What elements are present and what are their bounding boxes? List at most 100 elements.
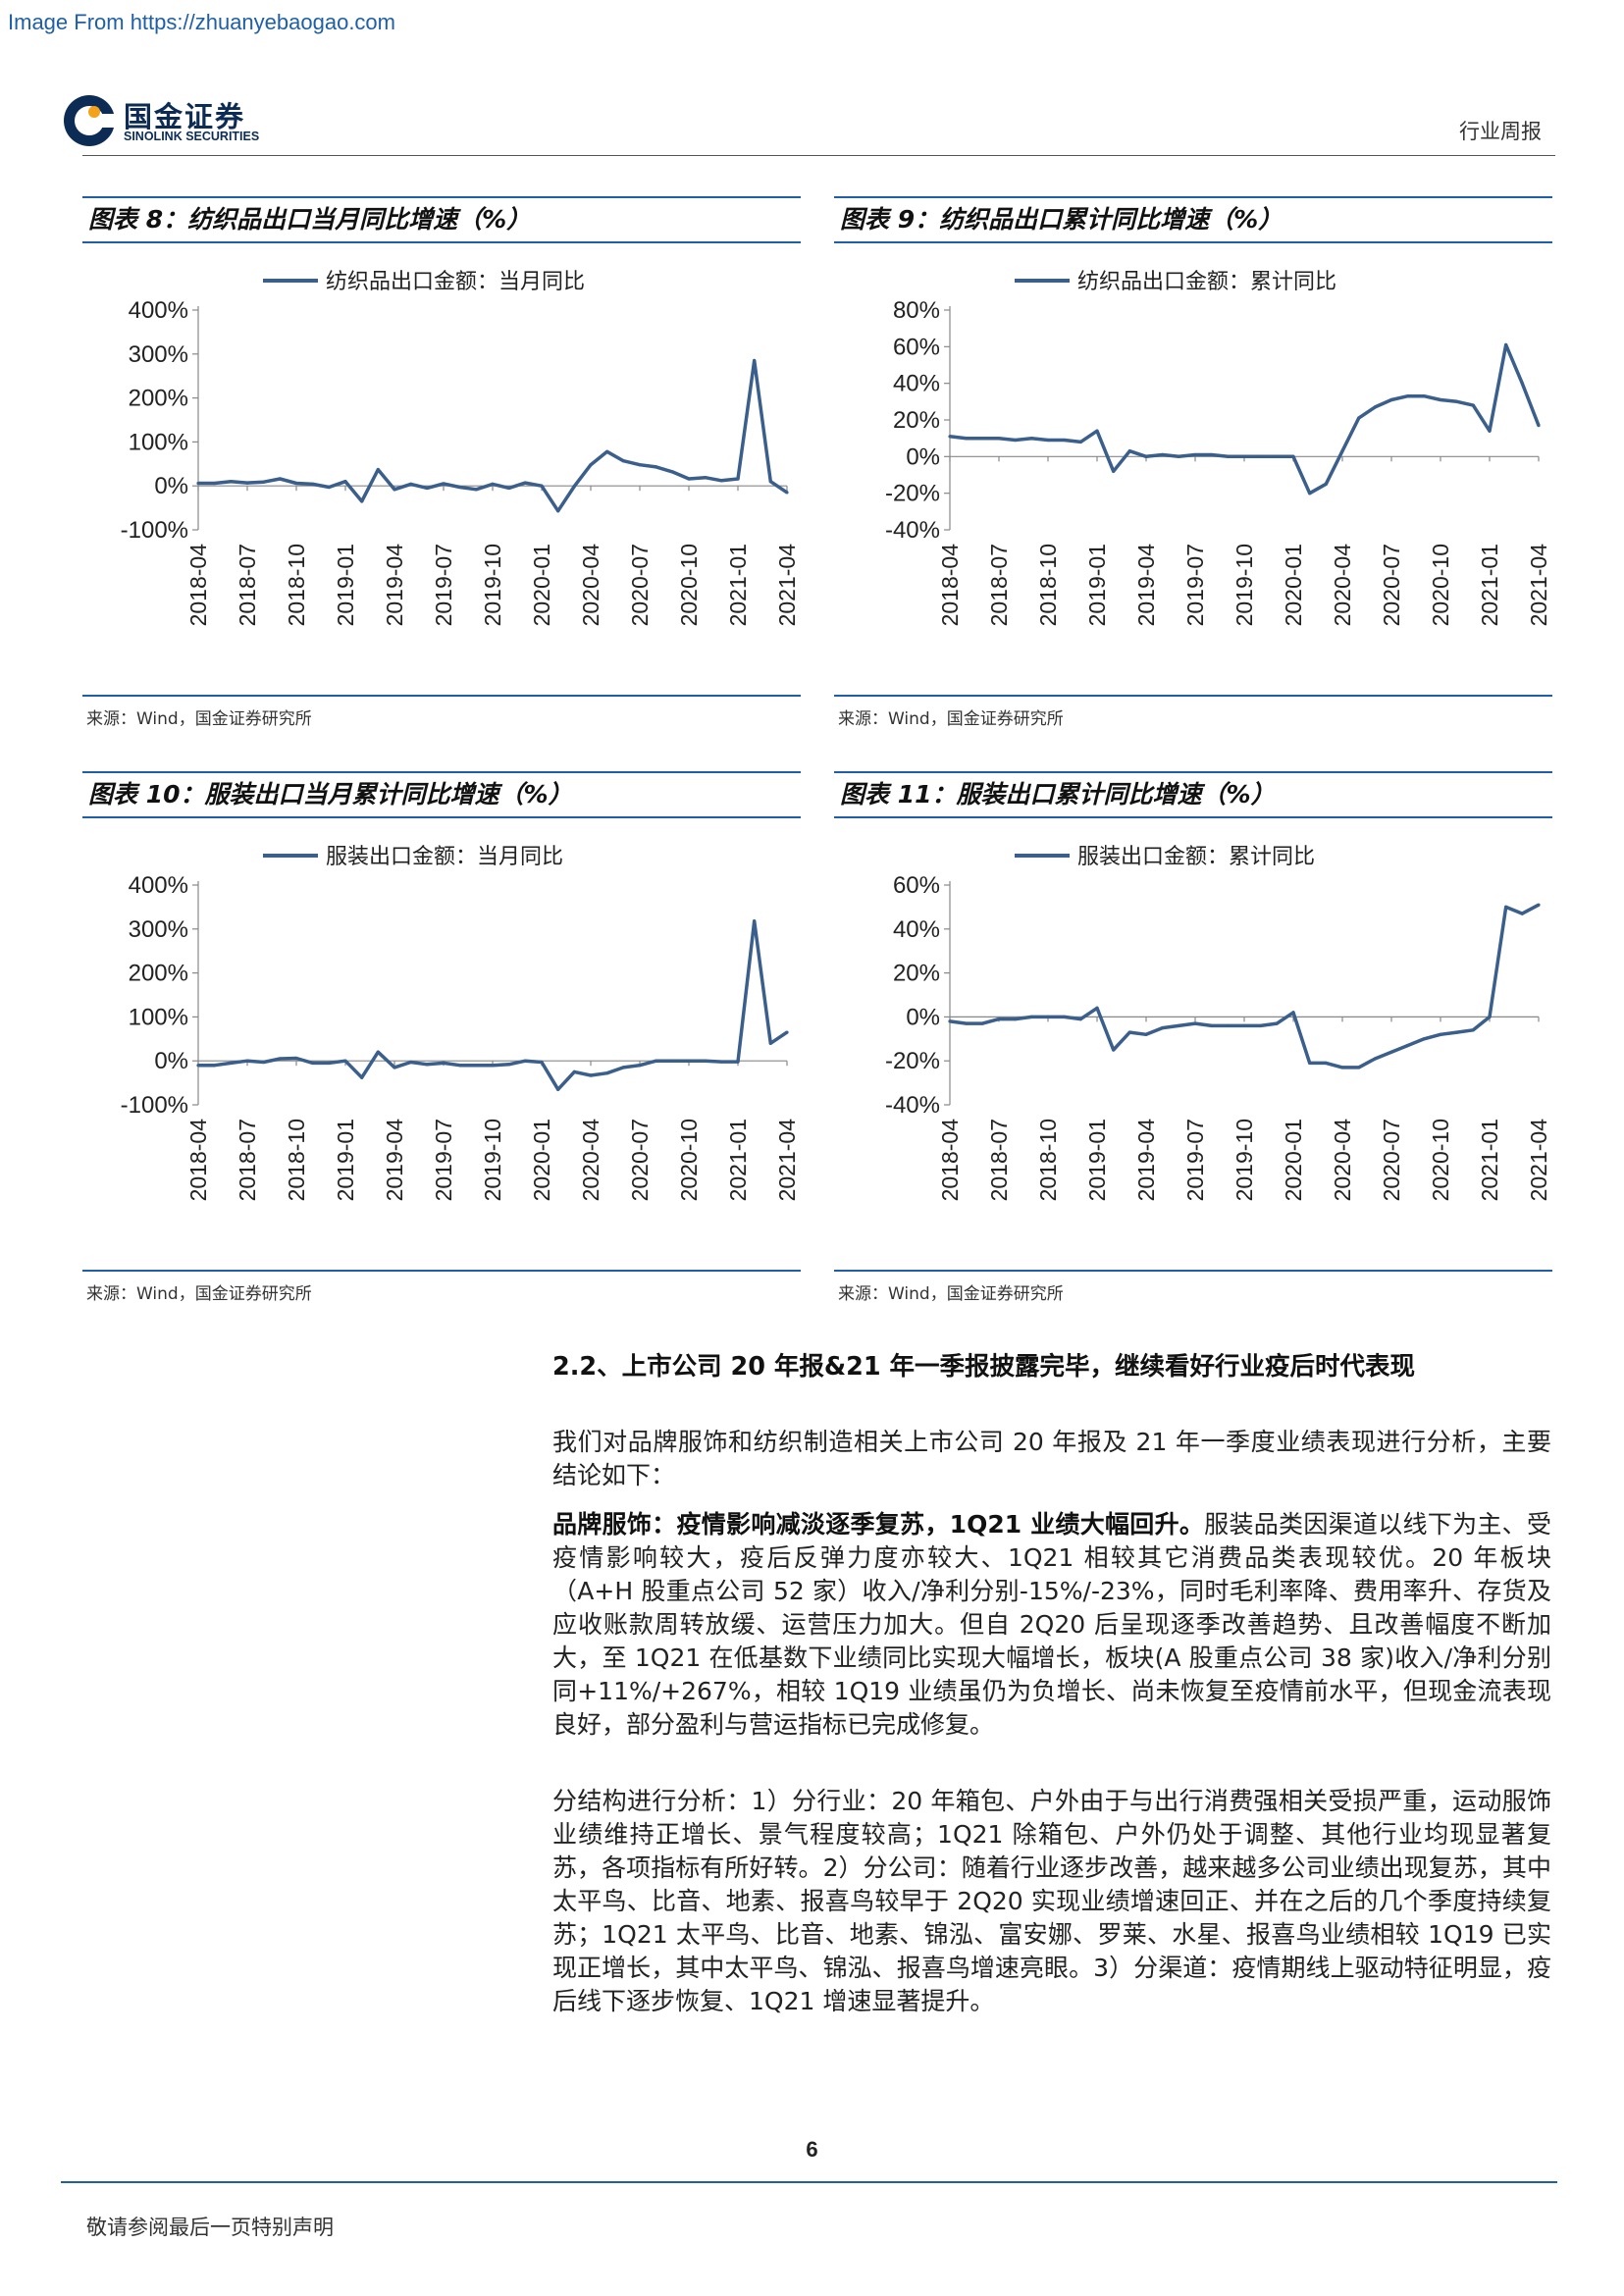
chart-block-9: 图表 9：纺织品出口累计同比增速（%） 纺织品出口金额：累计同比 -40% -20%…	[834, 196, 1552, 729]
data-point	[474, 1064, 478, 1068]
chart-block-10: 图表 10：服装出口当月累计同比增速（%） 服装出口金额：当月同比 -100% 0%…	[82, 771, 801, 1304]
x-tick-label: 2020-01	[1281, 1119, 1306, 1201]
y-tick-label: -20%	[885, 1048, 940, 1074]
data-point	[229, 1061, 233, 1065]
data-point	[556, 1087, 560, 1091]
series-line	[949, 342, 1541, 496]
logo-text-en: SINOLINK SECURITIES	[124, 130, 260, 143]
y-tick-label: 300%	[129, 916, 188, 943]
x-tick-label: 2020-04	[1330, 544, 1355, 627]
data-point	[605, 1071, 609, 1075]
x-tick-label: 2020-07	[627, 544, 653, 626]
data-point	[1210, 1023, 1214, 1027]
data-point	[655, 465, 658, 469]
x-tick-label: 2020-01	[529, 544, 554, 626]
data-point	[311, 482, 315, 486]
data-point	[1471, 403, 1475, 407]
data-point	[1127, 449, 1131, 453]
data-point	[638, 1064, 642, 1068]
y-tick-label: -40%	[885, 1092, 940, 1119]
data-point	[1340, 449, 1344, 453]
data-point	[196, 481, 200, 486]
data-point	[1095, 1006, 1099, 1010]
data-point	[572, 1070, 576, 1073]
data-point	[409, 482, 413, 486]
data-point	[294, 481, 298, 486]
data-point	[1177, 454, 1180, 458]
data-point	[965, 437, 969, 441]
data-point	[1488, 1015, 1492, 1018]
data-point	[1275, 454, 1279, 458]
data-point	[1242, 454, 1246, 458]
data-point	[768, 1041, 772, 1045]
data-point	[1308, 1061, 1312, 1065]
data-point	[1193, 452, 1197, 457]
data-point	[360, 1075, 364, 1079]
data-point	[1488, 429, 1492, 433]
x-tick-label: 2020-07	[627, 1119, 653, 1201]
y-tick-label: 0%	[154, 1048, 188, 1074]
x-tick-label: 2020-01	[529, 1119, 554, 1201]
data-point	[1242, 1023, 1246, 1027]
data-point	[1193, 1021, 1197, 1025]
x-tick-label: 2018-10	[1035, 1119, 1061, 1201]
data-point	[376, 1050, 380, 1054]
y-tick-label: 40%	[893, 916, 940, 943]
data-point	[1389, 397, 1393, 402]
chart-legend: 纺织品出口金额：累计同比	[1015, 270, 1336, 294]
legend-label: 纺织品出口金额：累计同比	[1077, 270, 1336, 294]
x-tick-label: 2018-04	[937, 1119, 963, 1202]
data-point	[294, 1056, 298, 1061]
data-point	[589, 463, 593, 467]
data-point	[1226, 454, 1230, 458]
data-point	[1112, 469, 1116, 473]
x-tick-label: 2020-01	[1281, 544, 1306, 626]
data-point	[1161, 452, 1165, 457]
data-point	[425, 486, 429, 490]
data-point	[556, 509, 560, 513]
data-point	[1324, 482, 1328, 486]
x-tick-label: 2020-10	[676, 1119, 702, 1201]
x-tick-label: 2020-10	[1428, 544, 1453, 626]
y-tick-label: 20%	[893, 961, 940, 987]
chart-8-plot: 纺织品出口金额：当月同比 -100% 0% 100% 200% 300% 400% 2018-…	[82, 270, 801, 697]
chart-10-plot: 服装出口金额：当月同比 -100% 0% 100% 200% 300% 400% 2018-0…	[82, 845, 801, 1272]
data-point	[343, 480, 347, 484]
report-type-label: 行业周报	[1459, 120, 1542, 143]
x-tick-label: 2021-01	[725, 1119, 751, 1201]
data-point	[997, 1018, 1001, 1021]
data-point	[1259, 1023, 1263, 1027]
chart-source: 来源：Wind，国金证券研究所	[838, 709, 1064, 729]
data-point	[1406, 394, 1410, 398]
y-tick-label: 0%	[906, 1004, 940, 1030]
x-tick-label: 2018-04	[185, 544, 211, 627]
data-point	[1439, 397, 1442, 402]
data-point	[1439, 1032, 1442, 1036]
data-point	[540, 484, 544, 488]
header-divider	[82, 155, 1555, 156]
data-point	[1063, 1015, 1067, 1018]
data-point	[572, 485, 576, 489]
x-tick-label: 2018-07	[235, 1119, 260, 1201]
data-point	[523, 1059, 527, 1063]
x-tick-label: 2018-07	[986, 544, 1012, 626]
data-point	[1029, 437, 1033, 441]
x-tick-label: 2019-01	[333, 544, 358, 626]
x-tick-label: 2021-01	[1477, 1119, 1502, 1201]
data-point	[1504, 905, 1508, 909]
data-point	[393, 1066, 396, 1070]
data-point	[1029, 1015, 1033, 1018]
chart-source: 来源：Wind，国金证券研究所	[838, 1284, 1064, 1304]
data-point	[1014, 438, 1018, 443]
data-point	[670, 1059, 674, 1063]
data-point	[687, 1059, 691, 1063]
data-point	[785, 491, 789, 495]
y-tick-label: 200%	[129, 961, 188, 987]
x-tick-label: 2021-01	[1477, 544, 1502, 626]
data-point	[1373, 1057, 1377, 1061]
x-tick-label: 2019-04	[382, 544, 407, 627]
data-point	[327, 485, 331, 490]
y-tick-label: 400%	[129, 297, 188, 324]
data-point	[1520, 382, 1524, 386]
y-tick-label: -100%	[121, 517, 188, 544]
